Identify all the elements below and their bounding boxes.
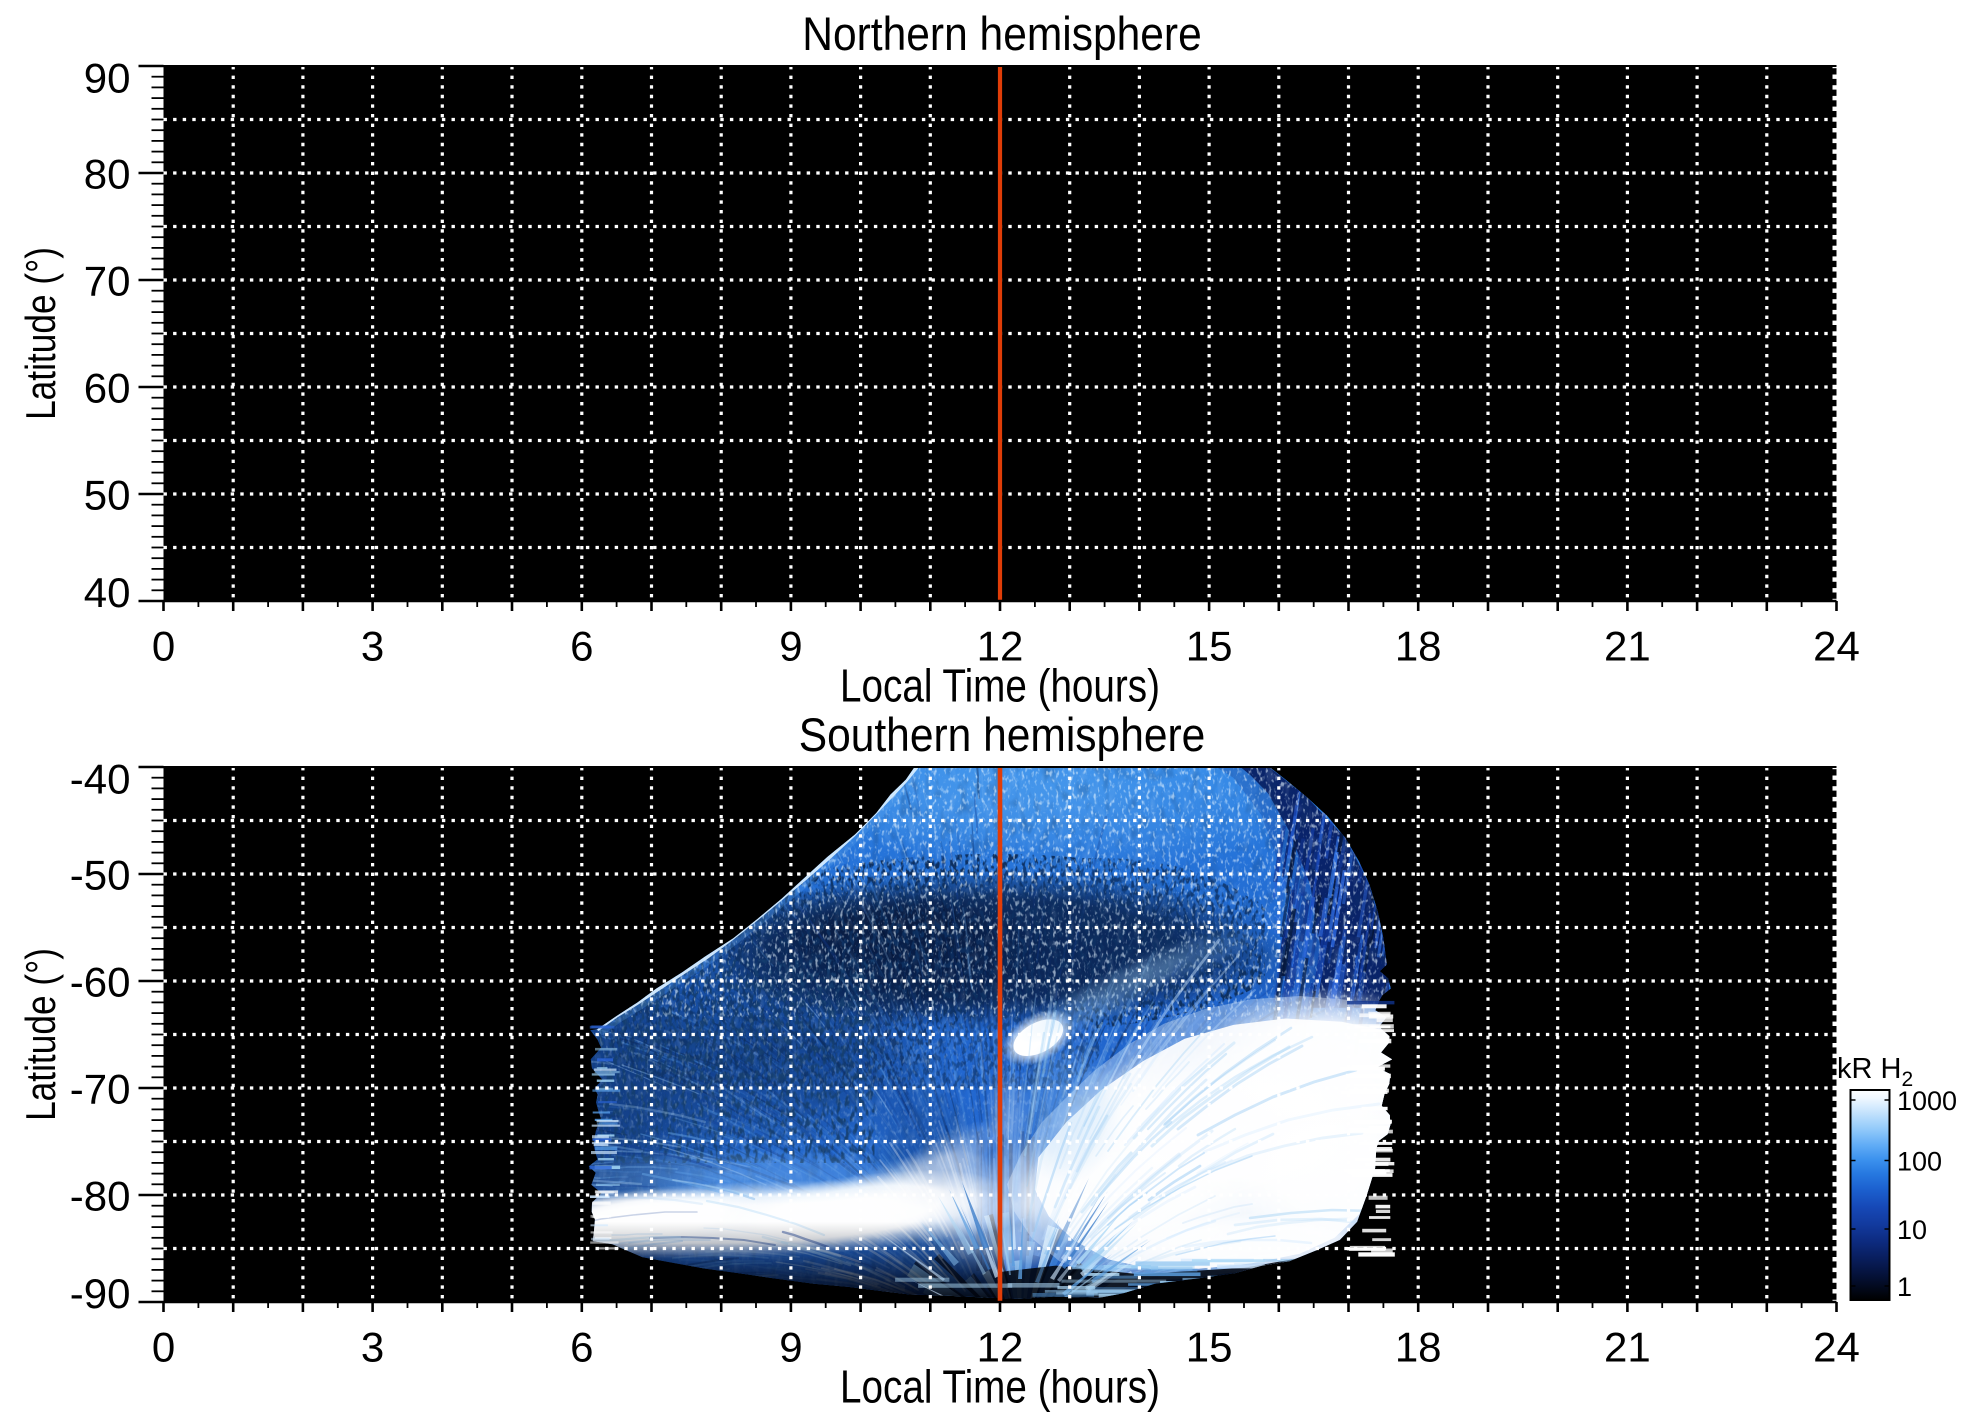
svg-text:-60: -60 <box>70 958 131 1005</box>
svg-text:Northern hemisphere: Northern hemisphere <box>802 8 1201 60</box>
svg-text:Local Time (hours): Local Time (hours) <box>840 660 1160 711</box>
svg-text:Southern hemisphere: Southern hemisphere <box>799 709 1206 761</box>
svg-text:15: 15 <box>1186 1323 1233 1370</box>
svg-text:15: 15 <box>1186 622 1233 669</box>
svg-text:6: 6 <box>570 1323 593 1370</box>
svg-text:24: 24 <box>1813 1323 1860 1370</box>
svg-text:90: 90 <box>84 54 131 101</box>
svg-text:12: 12 <box>977 622 1024 669</box>
svg-text:0: 0 <box>152 1323 175 1370</box>
svg-text:3: 3 <box>361 622 384 669</box>
svg-text:1000: 1000 <box>1897 1086 1957 1116</box>
svg-text:9: 9 <box>779 1323 802 1370</box>
svg-text:12: 12 <box>977 1323 1024 1370</box>
svg-text:-80: -80 <box>70 1172 131 1219</box>
svg-text:60: 60 <box>84 364 131 411</box>
svg-text:100: 100 <box>1897 1146 1942 1176</box>
svg-text:70: 70 <box>84 257 131 304</box>
svg-text:-40: -40 <box>70 755 131 802</box>
svg-text:80: 80 <box>84 150 131 197</box>
svg-text:21: 21 <box>1604 1323 1651 1370</box>
svg-text:-90: -90 <box>70 1270 131 1317</box>
svg-text:21: 21 <box>1604 622 1651 669</box>
svg-text:Local Time (hours): Local Time (hours) <box>840 1361 1160 1412</box>
svg-text:10: 10 <box>1897 1215 1927 1245</box>
svg-text:6: 6 <box>570 622 593 669</box>
svg-text:1: 1 <box>1897 1272 1912 1302</box>
svg-text:40: 40 <box>84 569 131 616</box>
svg-text:-70: -70 <box>70 1065 131 1112</box>
svg-text:24: 24 <box>1813 622 1860 669</box>
svg-text:3: 3 <box>361 1323 384 1370</box>
svg-text:9: 9 <box>779 622 802 669</box>
svg-text:-50: -50 <box>70 851 131 898</box>
svg-text:kR H2: kR H2 <box>1837 1053 1913 1091</box>
svg-text:18: 18 <box>1395 1323 1442 1370</box>
svg-text:18: 18 <box>1395 622 1442 669</box>
svg-text:Latitude (°): Latitude (°) <box>18 948 65 1121</box>
svg-text:0: 0 <box>152 622 175 669</box>
svg-text:Latitude (°): Latitude (°) <box>18 247 65 420</box>
svg-text:50: 50 <box>84 471 131 518</box>
